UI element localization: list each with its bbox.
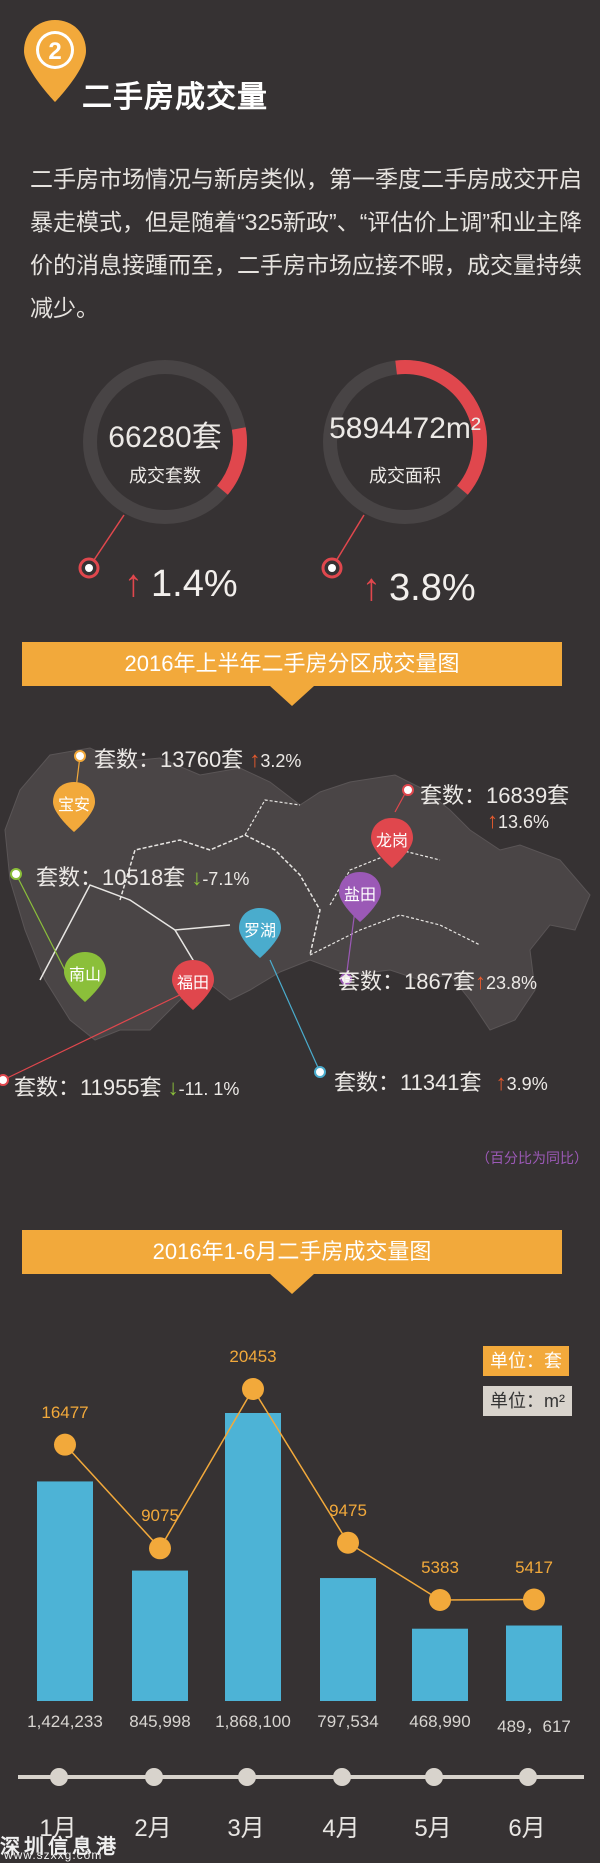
count-point bbox=[523, 1588, 545, 1611]
pin-label-longgang: 龙岗 bbox=[376, 832, 408, 850]
up-arrow-icon: ↑ bbox=[124, 563, 143, 605]
banner-pointer bbox=[270, 686, 314, 706]
district-pct: -11. 1% bbox=[178, 1079, 240, 1099]
stats-rings bbox=[78, 360, 487, 579]
watermark-text: 深圳信息港 bbox=[0, 1836, 120, 1858]
district-pct: 3.2% bbox=[260, 751, 302, 771]
banner-pointer bbox=[270, 1274, 314, 1294]
timeline-axis bbox=[18, 1768, 584, 1786]
section-number: 2 bbox=[48, 38, 61, 65]
section-title: 二手房成交量 bbox=[82, 81, 268, 114]
map-pins: 宝安 龙岗 盐田 罗湖 南山 福田 bbox=[0, 750, 414, 1086]
district-pct: 3.9% bbox=[506, 1074, 548, 1094]
pin-longgang: 龙岗 bbox=[371, 818, 413, 868]
count-point bbox=[429, 1589, 451, 1611]
district-stat-nanshan: 套数：10518套 ↓-7.1% bbox=[36, 860, 249, 892]
area-bar bbox=[320, 1578, 376, 1701]
month-label: 3月 bbox=[227, 1815, 265, 1842]
area-bar bbox=[225, 1413, 281, 1701]
monthly-chart bbox=[37, 1378, 562, 1701]
pin-futian: 福田 bbox=[172, 960, 214, 1010]
transaction-count-ring bbox=[78, 360, 247, 579]
pin-baoan: 宝安 bbox=[53, 782, 95, 832]
district-stat-text: 套数：13760套 bbox=[94, 747, 244, 772]
down-arrow-icon: ↓ bbox=[167, 1075, 179, 1100]
timeline-dot bbox=[238, 1768, 256, 1786]
area-value: 5894472m² bbox=[329, 412, 481, 445]
count-point bbox=[54, 1433, 76, 1456]
count-line bbox=[64, 1387, 535, 1601]
count-point bbox=[337, 1531, 359, 1554]
legend-unit-area: 单位：m² bbox=[483, 1386, 572, 1416]
area-bar bbox=[412, 1628, 468, 1701]
district-banner: 2016年上半年二手房分区成交量图 bbox=[22, 642, 562, 686]
timeline-dot bbox=[519, 1768, 537, 1786]
district-stat-text: 套数：11341套 bbox=[334, 1070, 482, 1095]
timeline-dot bbox=[50, 1768, 68, 1786]
up-arrow-icon: ↑ bbox=[495, 1070, 507, 1095]
pin-label-luohu: 罗湖 bbox=[244, 922, 276, 940]
up-arrow-icon: ↑ bbox=[249, 747, 261, 772]
area-bar bbox=[506, 1625, 562, 1701]
district-stat-text: 套数：10518套 bbox=[36, 865, 186, 890]
month-label: 6月 bbox=[508, 1815, 546, 1842]
intro-paragraph: 二手房市场情况与新房类似，第一季度二手房成交开启暴走模式，但是随着“325新政”… bbox=[30, 166, 583, 321]
district-stat-baoan: 套数：13760套 ↑3.2% bbox=[94, 742, 301, 774]
district-stat-text: 套数：16839套 bbox=[420, 783, 570, 808]
shenzhen-district-map bbox=[4, 747, 591, 1041]
pin-label-futian: 福田 bbox=[177, 974, 209, 992]
district-stat-longgang: 套数：16839套 bbox=[420, 778, 569, 810]
watermark-url: www.szxxg.com bbox=[4, 1848, 103, 1862]
up-arrow-icon: ↑ bbox=[362, 567, 381, 609]
month-label: 5月 bbox=[414, 1815, 452, 1842]
district-pct: -7.1% bbox=[202, 869, 250, 889]
district-pct: 23.8% bbox=[485, 973, 537, 993]
pin-label-nanshan: 南山 bbox=[69, 966, 101, 984]
up-arrow-icon: ↑ bbox=[474, 969, 486, 994]
count-growth: ↑ 1.4% bbox=[124, 563, 238, 606]
pin-nanshan: 南山 bbox=[64, 952, 106, 1002]
pin-label-baoan: 宝安 bbox=[58, 796, 90, 814]
count-value: 66280套 bbox=[108, 421, 222, 454]
district-pct-longgang: ↑13.6% bbox=[487, 808, 549, 834]
count-point bbox=[242, 1378, 264, 1400]
timeline-dot bbox=[333, 1768, 351, 1786]
pin-label-yantian: 盐田 bbox=[344, 886, 376, 904]
count-label: 成交套数 bbox=[129, 466, 201, 486]
count-growth-value: 1.4% bbox=[151, 563, 238, 605]
district-stat-text: 套数：1867套 bbox=[338, 969, 475, 994]
month-label: 4月 bbox=[322, 1815, 360, 1842]
down-arrow-icon: ↓ bbox=[191, 865, 203, 890]
timeline-dot bbox=[425, 1768, 443, 1786]
pin-yantian: 盐田 bbox=[339, 872, 381, 922]
area-bar bbox=[132, 1570, 188, 1701]
map-landmass bbox=[4, 747, 591, 1041]
monthly-banner: 2016年1-6月二手房成交量图 bbox=[22, 1230, 562, 1274]
district-pct: 13.6% bbox=[498, 812, 550, 832]
transaction-area-ring bbox=[321, 360, 487, 579]
area-growth: ↑ 3.8% bbox=[362, 567, 476, 610]
month-label: 2月 bbox=[134, 1815, 172, 1842]
percentage-note: （百分比为同比） bbox=[476, 1150, 588, 1166]
legend-unit-count: 单位：套 bbox=[483, 1346, 569, 1376]
section-number-pin-icon: 2 bbox=[24, 20, 86, 102]
pin-luohu: 罗湖 bbox=[239, 908, 281, 958]
up-arrow-icon: ↑ bbox=[487, 808, 498, 833]
area-growth-value: 3.8% bbox=[389, 567, 476, 609]
count-point bbox=[149, 1537, 171, 1560]
district-stat-futian: 套数：11955套 ↓-11. 1% bbox=[14, 1070, 239, 1102]
district-stat-text: 套数：11955套 bbox=[14, 1075, 162, 1100]
district-stat-luohu: 套数：11341套 ↑3.9% bbox=[334, 1065, 548, 1097]
area-bar bbox=[37, 1481, 93, 1701]
district-stat-yantian: 套数：1867套↑23.8% bbox=[338, 964, 537, 996]
area-label: 成交面积 bbox=[369, 466, 441, 486]
timeline-dot bbox=[145, 1768, 163, 1786]
